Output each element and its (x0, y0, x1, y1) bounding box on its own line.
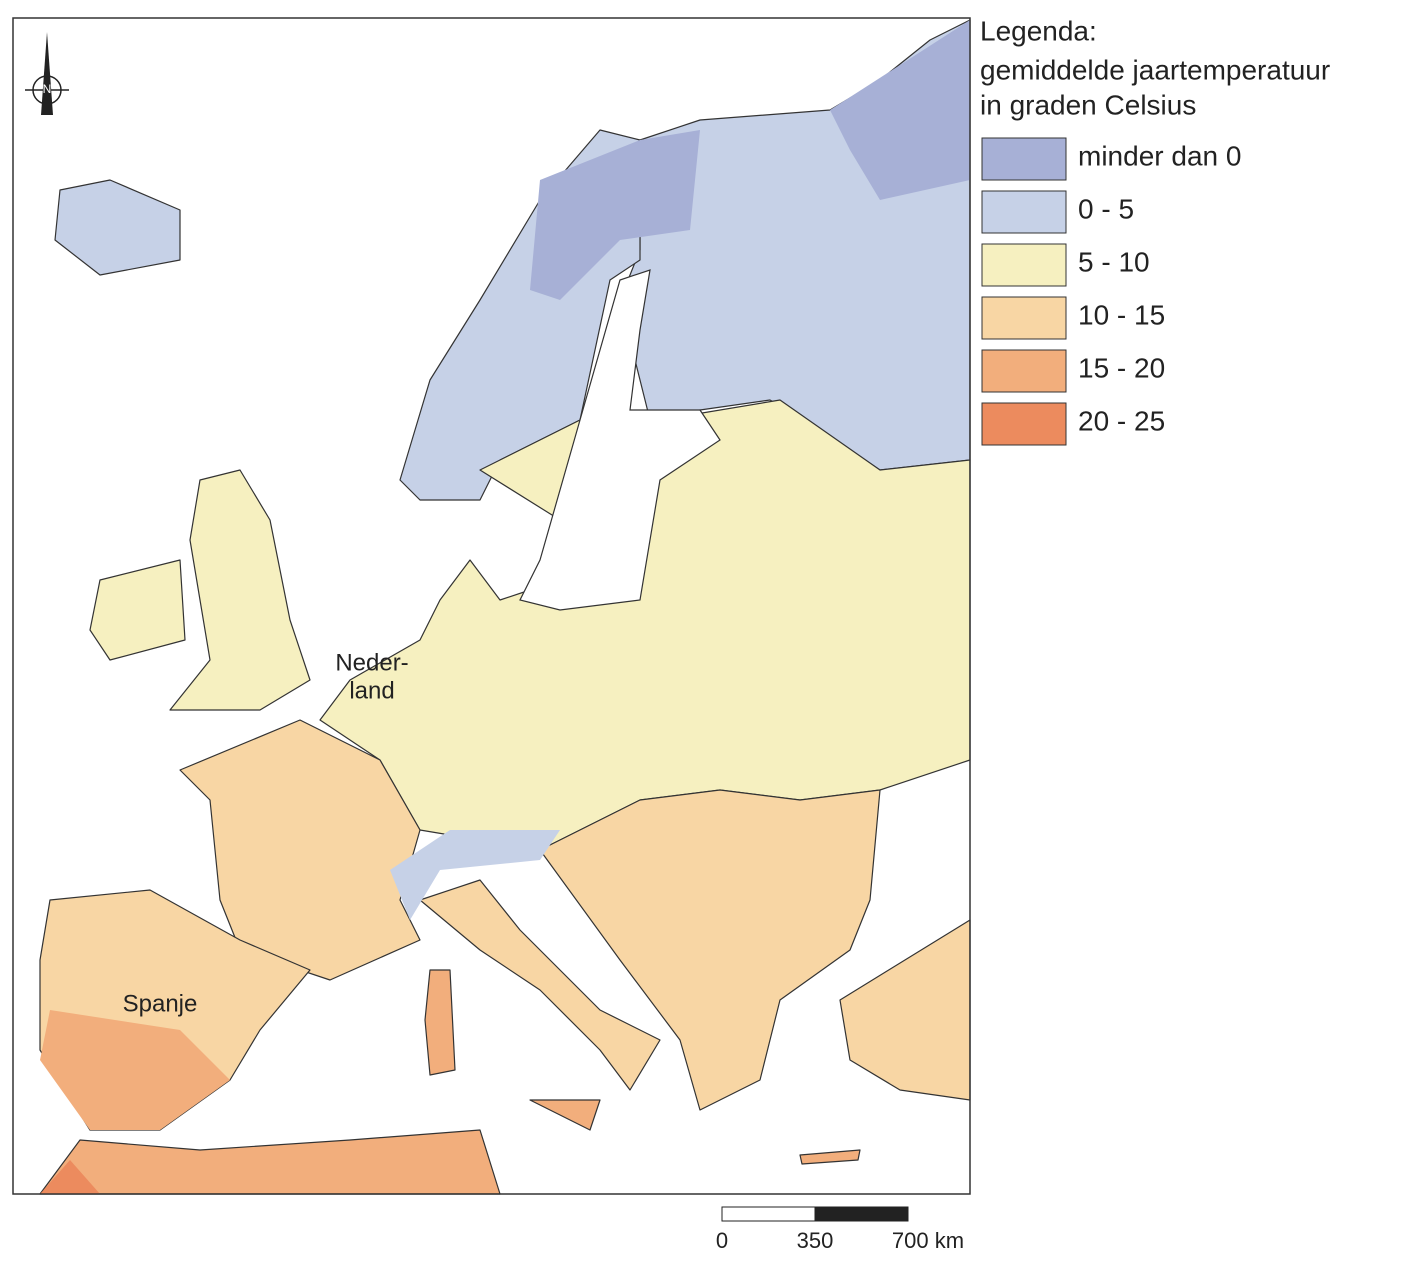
map-frame (12, 17, 971, 1195)
alps (390, 830, 560, 920)
cold-russia (830, 20, 970, 200)
turkey (839, 919, 971, 1101)
iceland (54, 179, 181, 276)
crete (799, 1149, 861, 1165)
legend-label: 0 - 5 (1078, 193, 1134, 224)
ireland (89, 559, 186, 661)
spain-south (40, 1010, 230, 1130)
legend: Legenda: gemiddelde jaartemperatuur in g… (980, 15, 1330, 446)
compass-letter: N (43, 82, 52, 96)
baltic-sea (519, 269, 721, 611)
legend-swatch (981, 296, 1067, 340)
scale-segment (721, 1206, 816, 1222)
cold-north (530, 130, 700, 300)
scale-label: 0 (716, 1228, 728, 1253)
hot-africa (40, 1160, 100, 1194)
map-label: Spanje (123, 990, 198, 1017)
britain (169, 469, 311, 711)
legend-swatch (981, 349, 1067, 393)
sicily (529, 1099, 601, 1131)
land-areas (39, 19, 971, 1195)
scale-segment (814, 1206, 909, 1222)
legend-label: 20 - 25 (1078, 405, 1165, 436)
corsica-sardinia (424, 969, 456, 1076)
legend-title: in graden Celsius (980, 89, 1196, 120)
map-label: land (349, 677, 394, 704)
legend-label: minder dan 0 (1078, 140, 1241, 171)
compass: N (25, 32, 69, 115)
legend-label: 5 - 10 (1078, 246, 1150, 277)
legend-label: 15 - 20 (1078, 352, 1165, 383)
italy (419, 879, 661, 1091)
scale-bar: 0 350 700 km (716, 1206, 964, 1253)
scale-label: 350 (797, 1228, 834, 1253)
legend-swatch (981, 190, 1067, 234)
balkans (539, 789, 881, 1111)
france (179, 719, 421, 981)
compass-needle (41, 32, 53, 115)
legend-swatch (981, 243, 1067, 287)
scale-label: 700 km (892, 1228, 964, 1253)
legend-label: 10 - 15 (1078, 299, 1165, 330)
legend-swatch (981, 402, 1067, 446)
legend-swatch (981, 137, 1067, 181)
map-label: Neder- (335, 649, 408, 676)
legend-title: Legenda: (980, 15, 1097, 46)
legend-title: gemiddelde jaartemperatuur (980, 54, 1330, 85)
